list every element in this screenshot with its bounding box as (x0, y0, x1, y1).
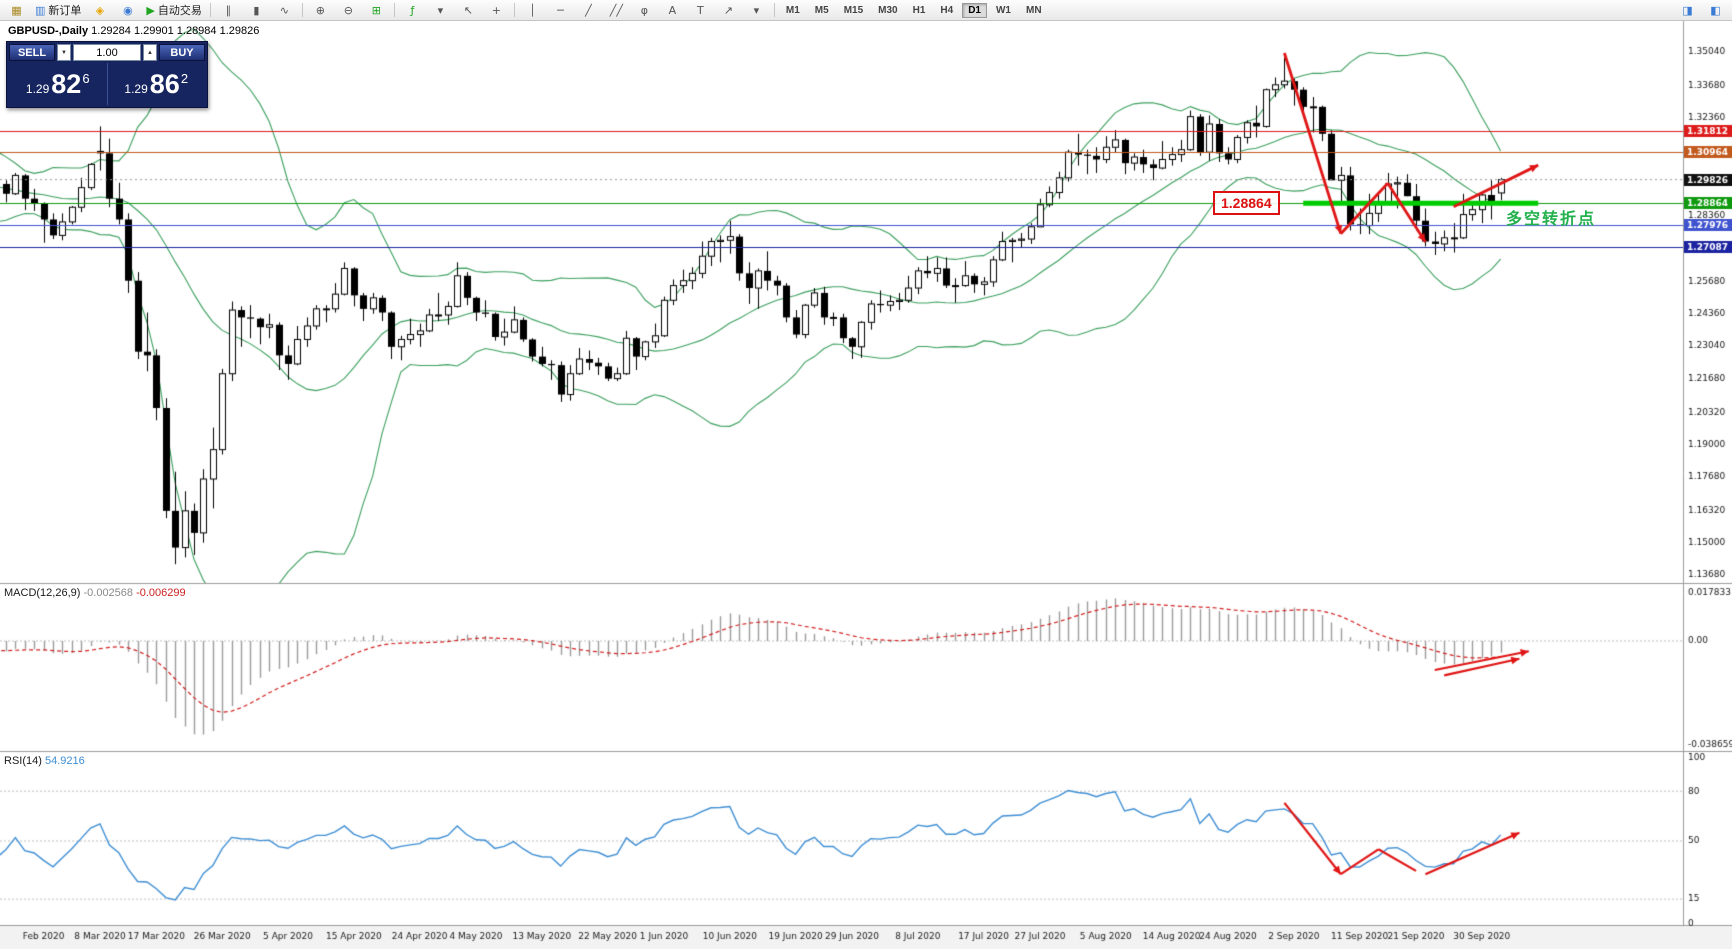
objects-caret-icon[interactable]: ▾ (743, 1, 770, 20)
ohlc-readout: 1.29284 1.29901 1.28984 1.29826 (91, 25, 260, 37)
channel-icon-glyph: ╱╱ (609, 3, 623, 17)
indicators-icon[interactable]: ƒ (399, 1, 426, 20)
layout-icon-glyph: ◧ (1710, 3, 1721, 17)
macd-signal-value: -0.006299 (136, 587, 186, 599)
toolbar-separator (513, 3, 515, 17)
timeframe-M5[interactable]: M5 (814, 4, 829, 16)
rsi-name: RSI(14) (4, 755, 42, 767)
indicators-icon-glyph: ƒ (410, 3, 415, 17)
vertical-line-icon-glyph: │ (529, 3, 536, 17)
toolbar-separator (209, 3, 211, 17)
timeframe-H4[interactable]: H4 (940, 4, 954, 16)
ask-price-pip: 2 (180, 70, 189, 86)
zoom-out-icon-glyph: ⊖ (343, 3, 353, 17)
spin-up-icon: ▲ (147, 49, 153, 56)
objects-caret-icon-glyph: ▾ (753, 3, 760, 17)
indicators-caret-icon[interactable]: ▾ (427, 1, 454, 20)
timeframe-H1[interactable]: H1 (912, 4, 926, 16)
tile-windows-icon[interactable]: ⊞ (363, 1, 390, 20)
line-chart-icon-glyph: ∿ (279, 3, 289, 17)
macd-indicator-label: MACD(12,26,9) -0.002568 -0.006299 (4, 587, 186, 599)
volume-increment-button[interactable]: ▲ (143, 44, 157, 61)
sell-button[interactable]: SELL (9, 44, 55, 61)
buy-button[interactable]: BUY (159, 44, 205, 61)
symbol-name: GBPUSD-,Daily (8, 25, 89, 37)
volume-decrement-button[interactable]: ▼ (57, 44, 71, 61)
autotrading-button[interactable]: ▶ 自动交易 (142, 1, 205, 20)
zoom-out-icon[interactable]: ⊖ (335, 1, 362, 20)
alert-icon[interactable]: ◈ (86, 1, 113, 20)
zoom-in-icon-glyph: ⊕ (315, 3, 325, 17)
timeframe-MN[interactable]: MN (1025, 4, 1042, 16)
arrows-icon-glyph: ↗ (723, 3, 733, 17)
crosshair-icon-glyph: + (491, 3, 501, 17)
timeframe-W1[interactable]: W1 (995, 4, 1011, 16)
community-icon[interactable]: ◉ (114, 1, 141, 20)
fibonacci-icon[interactable]: φ (631, 1, 658, 20)
new-order-icon: ▥ (35, 3, 46, 17)
rsi-indicator-label: RSI(14) 54.9216 (4, 755, 85, 767)
indicators-caret-icon-glyph: ▾ (437, 3, 444, 17)
new-order-button[interactable]: ▥ 新订单 (31, 1, 85, 20)
new-chart-icon-glyph: ▦ (11, 3, 22, 17)
new-order-button-label: 新订单 (48, 5, 82, 17)
cursor-icon-glyph: ↖ (463, 3, 473, 17)
label-icon-glyph: T (697, 3, 704, 17)
chat-icon[interactable]: ◨ (1674, 1, 1701, 20)
layout-icon[interactable]: ◧ (1702, 1, 1729, 20)
text-icon-glyph: A (668, 3, 677, 17)
chart-canvas[interactable] (0, 21, 1732, 949)
trendline-icon[interactable]: ╱ (575, 1, 602, 20)
timeframe-M15[interactable]: M15 (843, 4, 864, 16)
price-divider (106, 63, 108, 105)
channel-icon[interactable]: ╱╱ (603, 1, 630, 20)
fibonacci-icon-glyph: φ (640, 3, 648, 17)
bid-price-small: 1.29 (25, 82, 50, 96)
candlestick-chart-icon[interactable]: ▮ (243, 1, 270, 20)
crosshair-icon[interactable]: + (483, 1, 510, 20)
spin-down-icon: ▼ (61, 49, 67, 56)
alert-icon-glyph: ◈ (95, 3, 105, 17)
label-icon[interactable]: T (687, 1, 714, 20)
toolbar: ▦ ▥ 新订单 ◈ ◉ ▶ 自动交易 ∥ ▮ ∿ ⊕ ⊖ ⊞ ƒ ▾ ↖ + │ ─ ╱ ╱╱ φ A T ↗ ▾ M1 M5 M15 M… (0, 0, 1732, 21)
bid-price-big: 82 (51, 68, 82, 99)
cursor-icon[interactable]: ↖ (455, 1, 482, 20)
toolbar-separator (301, 3, 303, 17)
horizontal-line-icon[interactable]: ─ (547, 1, 574, 20)
rsi-value: 54.9216 (44, 755, 85, 767)
ask-price-big: 86 (149, 68, 180, 99)
ask-price-display[interactable]: 1.29 86 2 (108, 63, 206, 105)
timeframe-D1[interactable]: D1 (962, 2, 987, 18)
volume-input[interactable] (73, 44, 141, 61)
timeframe-M1[interactable]: M1 (785, 4, 800, 16)
community-icon-glyph: ◉ (123, 3, 133, 17)
bid-price-pip: 6 (82, 70, 90, 86)
toolbar-separator (773, 3, 775, 17)
candlestick-chart-icon-glyph: ▮ (253, 3, 260, 17)
chat-icon-glyph: ◨ (1682, 3, 1693, 17)
macd-name: MACD(12,26,9) (4, 587, 81, 599)
timeframe-M30[interactable]: M30 (878, 4, 898, 16)
bar-chart-icon-glyph: ∥ (225, 3, 232, 17)
horizontal-line-icon-glyph: ─ (557, 3, 564, 17)
symbol-title: GBPUSD-,Daily 1.29284 1.29901 1.28984 1.… (8, 25, 259, 37)
line-chart-icon[interactable]: ∿ (271, 1, 298, 20)
tile-windows-icon-glyph: ⊞ (371, 3, 381, 17)
bid-price-display[interactable]: 1.29 82 6 (9, 63, 107, 105)
vertical-line-icon[interactable]: │ (519, 1, 546, 20)
turning-point-annotation[interactable]: 多空转折点 (1506, 211, 1597, 228)
trendline-icon-glyph: ╱ (585, 3, 592, 17)
toolbar-separator (393, 3, 395, 17)
arrows-icon[interactable]: ↗ (715, 1, 742, 20)
price-level-annotation[interactable]: 1.28864 (1213, 191, 1280, 215)
autotrading-button-label: 自动交易 (157, 5, 202, 17)
bar-chart-icon[interactable]: ∥ (215, 1, 242, 20)
text-icon[interactable]: A (659, 1, 686, 20)
new-chart-icon[interactable]: ▦ (3, 1, 30, 20)
one-click-trading-panel: SELL ▼ ▲ BUY 1.29 82 6 1.29 86 2 (6, 41, 208, 108)
macd-main-value: -0.002568 (83, 587, 134, 599)
zoom-in-icon[interactable]: ⊕ (307, 1, 334, 20)
ask-price-small: 1.29 (124, 82, 148, 96)
autotrading-play-icon: ▶ (146, 3, 155, 17)
